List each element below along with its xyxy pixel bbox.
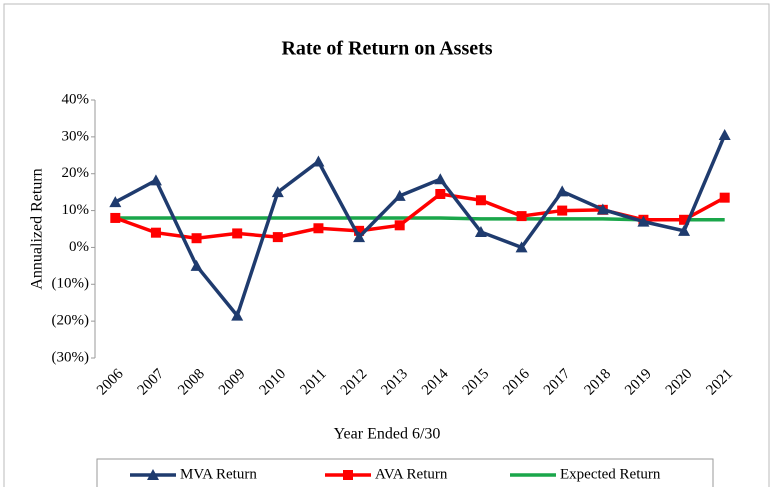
- x-tick-label: 2008: [175, 366, 208, 399]
- data-point: [637, 215, 650, 227]
- legend-label: MVA Return: [180, 466, 257, 482]
- data-point: [516, 211, 527, 222]
- chart-border: [3, 3, 770, 487]
- data-point: [719, 192, 730, 203]
- y-tick-label: 10%: [62, 202, 90, 218]
- data-point: [191, 233, 202, 244]
- data-point: [149, 174, 162, 186]
- x-tick-label: 2021: [703, 366, 736, 399]
- data-point: [678, 224, 691, 236]
- data-point: [313, 223, 324, 234]
- x-tick-label: 2015: [460, 366, 493, 399]
- legend-marker: [343, 470, 353, 480]
- x-tick-label: 2011: [298, 366, 330, 398]
- x-tick-label: 2014: [419, 366, 452, 399]
- x-tick-label: 2018: [582, 366, 615, 399]
- data-point: [272, 232, 283, 243]
- y-tick-label: 20%: [62, 165, 90, 181]
- x-tick-label: 2016: [500, 366, 533, 399]
- y-tick-label: (10%): [52, 276, 90, 292]
- data-point: [353, 231, 366, 243]
- x-tick-label: 2012: [338, 366, 371, 399]
- y-tick-label: 0%: [69, 239, 89, 255]
- series-line: [115, 216, 725, 222]
- data-point: [354, 225, 365, 236]
- x-tick-label: 2009: [216, 366, 249, 399]
- y-axis-title: Annualized Return: [29, 168, 46, 289]
- y-tick-label: 40%: [62, 91, 90, 107]
- data-point: [190, 259, 203, 271]
- chart-title: Rate of Return on Assets: [281, 38, 492, 60]
- data-point: [150, 227, 161, 238]
- data-point: [393, 189, 406, 201]
- x-tick-label: 2006: [94, 366, 127, 399]
- data-point: [679, 214, 690, 225]
- data-point: [109, 196, 122, 208]
- x-tick-label: 2007: [135, 366, 168, 399]
- legend-box: [96, 458, 714, 487]
- y-tick-label: 30%: [62, 128, 90, 144]
- series-line: [114, 192, 726, 240]
- data-point: [110, 212, 121, 223]
- x-tick-label: 2017: [541, 366, 574, 399]
- series-line: [114, 134, 727, 320]
- data-point: [718, 129, 731, 141]
- legend-label: Expected Return: [560, 466, 661, 482]
- data-point: [271, 186, 284, 198]
- y-tick-label: (30%): [52, 349, 90, 365]
- x-tick-label: 2013: [378, 366, 411, 399]
- data-point: [515, 241, 528, 253]
- data-point: [312, 155, 325, 167]
- data-point: [556, 185, 569, 197]
- data-point: [474, 225, 487, 237]
- data-point: [434, 173, 447, 185]
- x-tick-label: 2010: [257, 366, 290, 399]
- data-point: [231, 309, 244, 321]
- data-point: [435, 188, 446, 199]
- data-point: [475, 195, 486, 206]
- x-tick-label: 2019: [622, 366, 655, 399]
- data-point: [557, 205, 568, 216]
- x-axis-title: Year Ended 6/30: [334, 426, 441, 443]
- data-point: [596, 203, 609, 215]
- data-point: [394, 220, 405, 231]
- data-point: [232, 228, 243, 239]
- legend-label: AVA Return: [375, 466, 448, 482]
- x-tick-label: 2020: [663, 366, 696, 399]
- legend-marker: [147, 469, 159, 480]
- y-tick-label: (20%): [52, 313, 90, 329]
